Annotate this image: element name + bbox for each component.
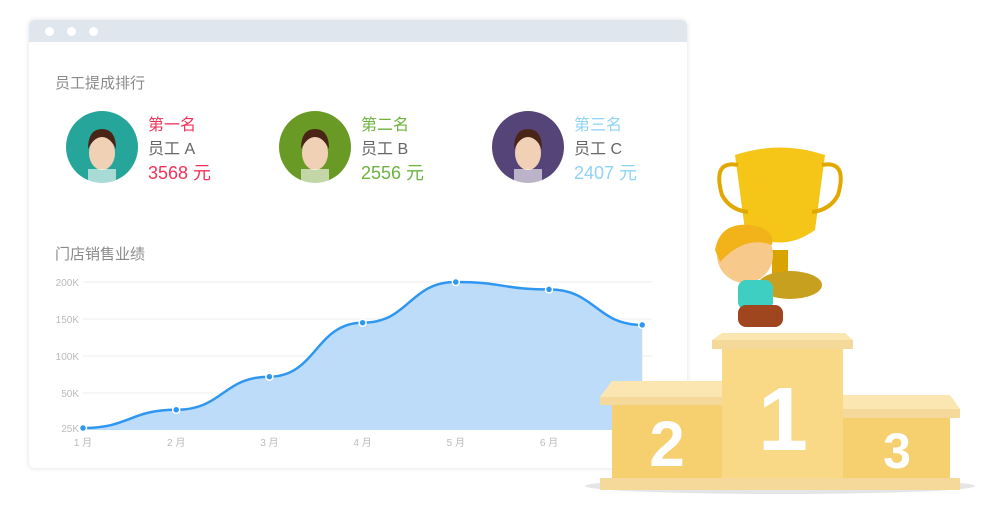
podium: 2 1 3 bbox=[600, 333, 960, 490]
window-dot bbox=[45, 27, 54, 36]
window-dot bbox=[89, 27, 98, 36]
rank-label: 第二名 bbox=[361, 117, 410, 134]
employee-card: 第二名 员工 B 2556 元 bbox=[279, 111, 479, 185]
podium-label-1: 1 bbox=[758, 370, 808, 470]
data-point bbox=[171, 405, 181, 415]
x-tick-label: 5 月 bbox=[447, 437, 465, 449]
employee-name: 员工 A bbox=[148, 141, 196, 158]
employee-card: 第一名 员工 A 3568 元 bbox=[66, 111, 266, 185]
x-tick-label: 6 月 bbox=[540, 437, 558, 449]
data-point bbox=[358, 318, 367, 327]
data-point bbox=[265, 372, 274, 381]
employee-name: 员工 C bbox=[574, 141, 623, 158]
child-icon bbox=[715, 224, 783, 327]
x-tick-label: 1 月 bbox=[74, 437, 92, 449]
commission-amount: 3568 元 bbox=[148, 163, 212, 183]
x-tick-label: 3 月 bbox=[260, 437, 278, 449]
y-tick-label: 25K bbox=[61, 424, 79, 435]
employee-card: 第三名 员工 C 2407 元 bbox=[492, 111, 687, 185]
data-point bbox=[544, 285, 554, 294]
data-point bbox=[451, 277, 461, 287]
podium-label-3: 3 bbox=[883, 423, 911, 479]
trophy-icon bbox=[717, 147, 843, 299]
window-dot bbox=[67, 27, 76, 36]
avatar bbox=[66, 111, 138, 183]
ranking-title: 员工提成排行 bbox=[55, 75, 146, 92]
y-tick-label: 100K bbox=[56, 352, 80, 363]
avatar bbox=[279, 111, 351, 183]
area-fill bbox=[83, 282, 643, 430]
rank-label: 第三名 bbox=[574, 117, 623, 134]
window-titlebar bbox=[29, 20, 687, 42]
podium-label-2: 2 bbox=[649, 408, 685, 480]
x-tick-label: 4 月 bbox=[353, 437, 371, 449]
rank-label: 第一名 bbox=[148, 117, 197, 134]
commission-amount: 2407 元 bbox=[574, 163, 638, 183]
y-tick-label: 50K bbox=[61, 389, 79, 400]
y-tick-label: 150K bbox=[56, 315, 80, 326]
avatar bbox=[492, 111, 564, 183]
data-point bbox=[78, 423, 88, 433]
y-tick-label: 200K bbox=[56, 278, 80, 289]
sales-title: 门店销售业绩 bbox=[55, 246, 146, 263]
x-tick-label: 2 月 bbox=[167, 437, 185, 449]
commission-amount: 2556 元 bbox=[361, 163, 425, 183]
data-point bbox=[637, 320, 647, 330]
employee-name: 员工 B bbox=[361, 141, 409, 158]
